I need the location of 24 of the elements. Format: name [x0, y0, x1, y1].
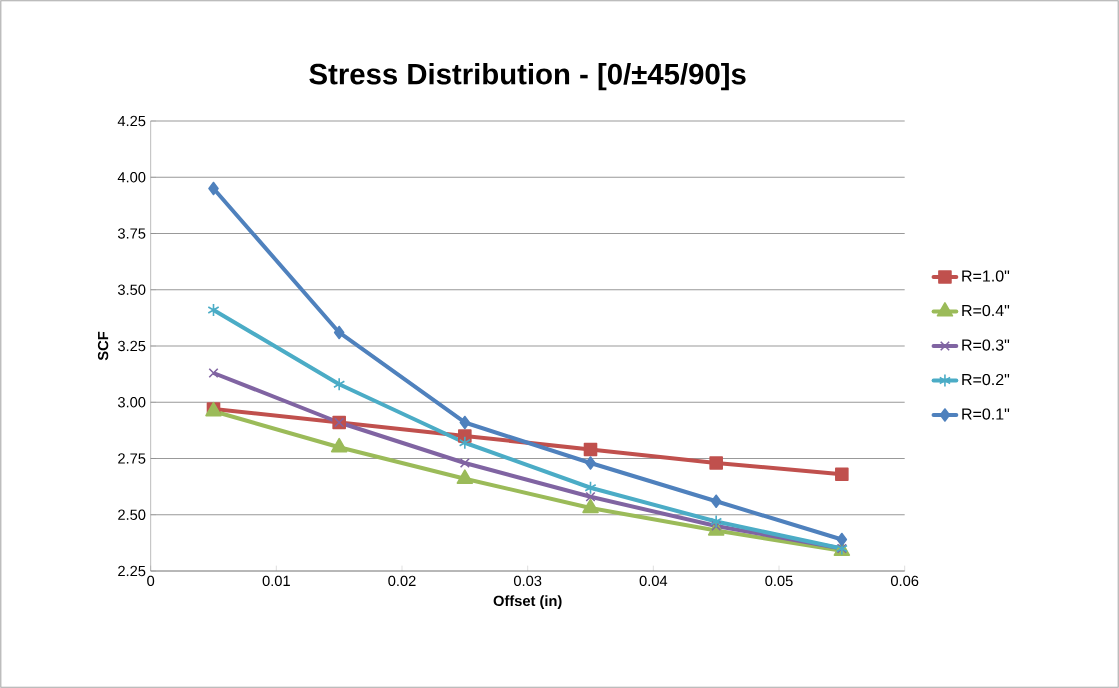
x-tick-label: 0 [147, 575, 155, 587]
chart-title: Stress Distribution - [0/±45/90]s [309, 62, 746, 91]
y-tick-label: 4.00 [117, 172, 146, 183]
y-tick-label: 3.25 [117, 340, 146, 352]
x-tick-label: 0.04 [639, 575, 668, 587]
y-tick-label: 3.50 [117, 284, 146, 295]
legend-label: R=0.3" [962, 339, 1010, 351]
legend-label: R=0.1" [962, 408, 1010, 420]
y-tick-label: 2.50 [118, 509, 146, 520]
legend-label: R=0.4" [962, 304, 1010, 317]
x-tick-label: 0.05 [765, 575, 793, 587]
x-tick-label: 0.06 [890, 575, 919, 587]
x-axis-title: Offset (in) [493, 595, 562, 609]
y-tick-label: 4.25 [117, 115, 146, 127]
legend-label: R=0.2" [962, 373, 1010, 386]
x-tick-label: 0.03 [513, 575, 542, 587]
y-tick-label: 2.25 [118, 565, 146, 577]
x-tick-label: 0.02 [388, 575, 416, 587]
x-tick-label: 0.01 [262, 575, 290, 587]
y-tick-label: 3.00 [117, 397, 146, 408]
legend-label: R=1.0" [962, 270, 1010, 282]
y-tick-label: 3.75 [117, 228, 146, 239]
y-axis-title: SCF [97, 331, 109, 361]
y-tick-label: 2.75 [118, 453, 146, 464]
